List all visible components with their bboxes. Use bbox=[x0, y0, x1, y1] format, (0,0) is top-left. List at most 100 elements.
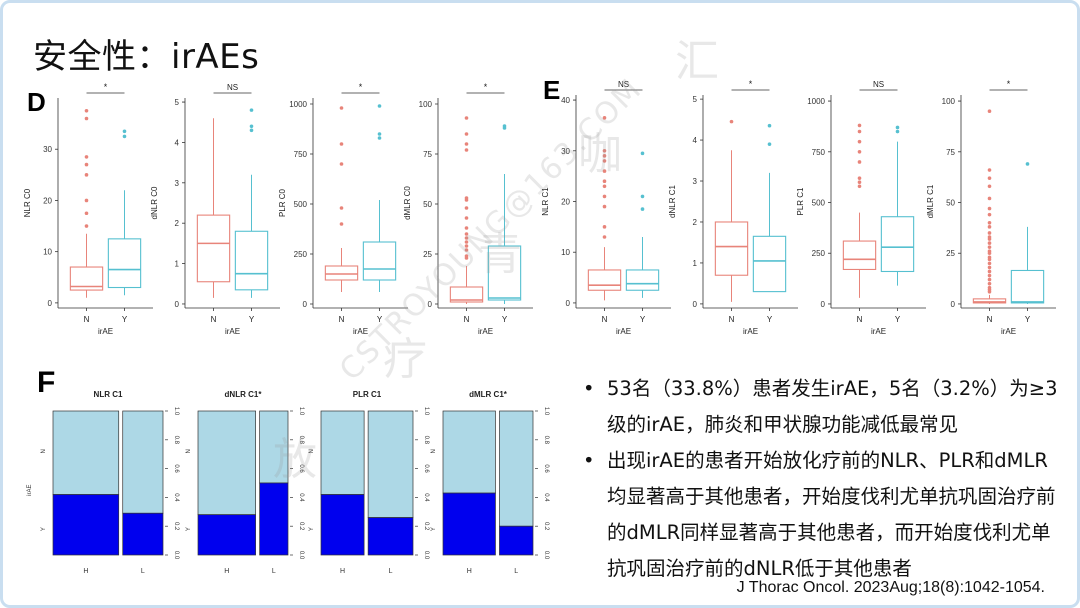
y-tick-label: 100 bbox=[942, 97, 956, 106]
outlier-point bbox=[987, 176, 992, 180]
x-tick-label: N bbox=[84, 315, 90, 324]
outlier-point bbox=[122, 134, 127, 139]
mosaic-cell-n bbox=[320, 410, 365, 495]
outlier-point bbox=[895, 125, 900, 130]
outlier-point bbox=[249, 108, 254, 112]
outlier-point bbox=[249, 128, 254, 133]
x-axis-label: irAE bbox=[478, 327, 493, 336]
x-axis-label: irAE bbox=[616, 327, 631, 336]
outlier-point bbox=[84, 224, 89, 228]
mosaic-x-label: L bbox=[389, 568, 393, 575]
mosaic-tick-label: 0.0 bbox=[298, 551, 304, 560]
y-tick-label: 10 bbox=[561, 248, 570, 257]
outlier-point bbox=[339, 162, 344, 166]
mosaic-cell-n bbox=[442, 410, 496, 494]
mosaic-tick-label: 0.8 bbox=[543, 436, 549, 445]
y-axis-label: dMLR C1 bbox=[926, 184, 935, 218]
x-tick-label: Y bbox=[377, 315, 383, 324]
y-axis-label: PLR C0 bbox=[278, 188, 287, 217]
x-axis-label: irAE bbox=[98, 327, 113, 336]
bullet-item: 53名（33.8%）患者发生irAE，5名（3.2%）为≥3级的irAE，肺炎和… bbox=[581, 371, 1061, 443]
outlier-point bbox=[987, 241, 992, 245]
outlier-point bbox=[987, 221, 992, 225]
mosaic-tick-label: 1.0 bbox=[173, 407, 179, 416]
outlier-point bbox=[987, 235, 992, 239]
y-tick-label: 1 bbox=[693, 259, 698, 268]
mosaic-tick-label: 0.2 bbox=[423, 522, 429, 531]
y-tick-label: 750 bbox=[294, 150, 308, 159]
mosaic-tick-label: 0.6 bbox=[298, 464, 304, 473]
box bbox=[972, 298, 1007, 304]
outlier-point bbox=[464, 236, 469, 240]
outlier-point bbox=[987, 249, 992, 253]
mosaic-x-label: H bbox=[83, 568, 88, 575]
outlier-point bbox=[1025, 162, 1030, 166]
outlier-point bbox=[987, 196, 992, 201]
y-tick-label: 25 bbox=[423, 250, 432, 259]
outlier-point bbox=[84, 211, 89, 216]
outlier-point bbox=[339, 222, 344, 226]
mosaic-tick-label: 0.6 bbox=[173, 464, 179, 473]
y-tick-label: 50 bbox=[946, 199, 955, 208]
x-axis-label: irAE bbox=[1001, 327, 1016, 336]
outlier-point bbox=[729, 119, 734, 124]
outlier-point bbox=[84, 109, 89, 113]
y-tick-label: 3 bbox=[693, 177, 698, 186]
outlier-point bbox=[987, 225, 992, 229]
box bbox=[487, 245, 522, 301]
y-tick-label: 0 bbox=[175, 300, 180, 309]
y-tick-label: 75 bbox=[946, 148, 955, 157]
mosaic-tick-label: 1.0 bbox=[423, 407, 429, 416]
y-tick-label: 50 bbox=[423, 200, 432, 209]
mosaic-x-label: H bbox=[224, 568, 229, 575]
outlier-point bbox=[464, 216, 469, 220]
outlier-point bbox=[464, 226, 469, 230]
mosaic-cell-y bbox=[442, 492, 496, 556]
outlier-point bbox=[857, 180, 862, 185]
outlier-point bbox=[464, 248, 469, 252]
y-tick-label: 0 bbox=[303, 300, 308, 309]
x-tick-label: Y bbox=[767, 315, 773, 324]
outlier-point bbox=[857, 123, 862, 128]
x-axis-label: irAE bbox=[871, 327, 886, 336]
outlier-point bbox=[339, 142, 344, 146]
y-tick-label: 25 bbox=[946, 249, 955, 258]
x-tick-label: N bbox=[729, 315, 735, 324]
outlier-point bbox=[339, 106, 344, 110]
mosaic-x-label: H bbox=[340, 568, 345, 575]
outlier-point bbox=[84, 155, 89, 159]
y-tick-label: 40 bbox=[561, 96, 570, 105]
outlier-point bbox=[464, 148, 469, 152]
x-tick-label: Y bbox=[895, 315, 901, 324]
y-tick-label: 0 bbox=[821, 300, 826, 309]
outlier-point bbox=[987, 261, 992, 266]
y-tick-label: 3 bbox=[175, 179, 180, 188]
outlier-point bbox=[122, 129, 127, 134]
x-tick-label: N bbox=[987, 315, 993, 324]
mosaic-tick-label: 0.2 bbox=[298, 522, 304, 531]
significance-label: NS bbox=[873, 80, 884, 89]
mosaic-cell-n bbox=[197, 410, 256, 516]
mosaic-cell-y bbox=[367, 517, 414, 556]
outlier-point bbox=[987, 285, 992, 290]
x-tick-label: Y bbox=[640, 315, 646, 324]
outlier-point bbox=[767, 142, 772, 146]
mosaic-row-label: N bbox=[431, 449, 437, 453]
box bbox=[362, 241, 397, 281]
mosaic-row-label: Y bbox=[431, 527, 437, 531]
significance-label: * bbox=[359, 82, 363, 92]
outlier-point bbox=[602, 225, 607, 229]
mosaic-x-label: L bbox=[514, 568, 518, 575]
mosaic-y-axis-label: irAE bbox=[27, 485, 33, 496]
outlier-point bbox=[464, 196, 469, 200]
y-tick-label: 20 bbox=[43, 196, 52, 205]
outlier-point bbox=[602, 169, 607, 173]
mosaic-x-label: L bbox=[272, 568, 276, 575]
mosaic-tick-label: 0.4 bbox=[423, 493, 429, 502]
outlier-point bbox=[857, 139, 862, 144]
outlier-point bbox=[987, 231, 992, 235]
mosaic-cell-y bbox=[122, 512, 164, 556]
y-tick-label: 5 bbox=[175, 98, 180, 107]
outlier-point bbox=[767, 123, 772, 128]
y-tick-label: 75 bbox=[423, 150, 432, 159]
